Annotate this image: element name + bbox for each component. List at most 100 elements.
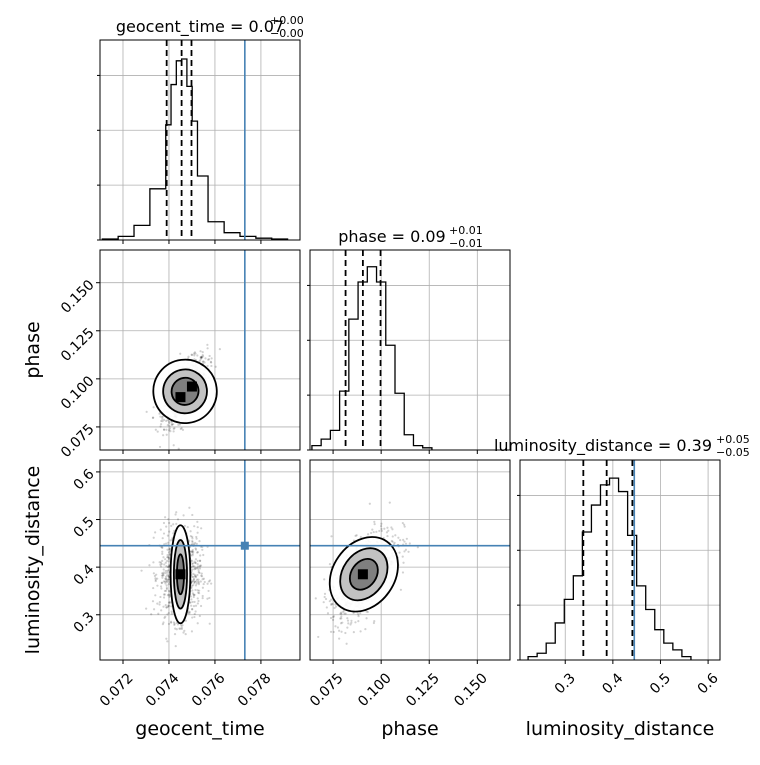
scatter-point [161, 417, 164, 421]
scatter-point [189, 595, 192, 598]
scatter-point [373, 520, 376, 523]
scatter-point [190, 580, 193, 583]
scatter-point [195, 580, 198, 583]
scatter-point [162, 556, 165, 559]
scatter-point [386, 526, 389, 529]
scatter-point [201, 578, 204, 581]
scatter-point [194, 561, 197, 565]
panel-luminosity-distance-vs-phase: 0.075 0.100 0.125 0.150 [307, 459, 511, 710]
panel-frame [99, 249, 301, 451]
xtick-label: 0.072 [97, 670, 137, 710]
scatter-point [162, 580, 165, 583]
scatter-point [190, 586, 193, 589]
scatter-point [167, 518, 170, 521]
scatter-point [192, 542, 195, 546]
scatter-point [403, 540, 406, 543]
scatter-point [165, 589, 168, 592]
scatter-point [380, 524, 383, 528]
scatter-point [200, 574, 203, 577]
scatter-point [166, 565, 169, 568]
scatter-point [364, 628, 367, 631]
scatter-point [323, 578, 326, 581]
scatter-point [164, 558, 167, 561]
scatter-point [200, 575, 204, 578]
scatter-point [161, 576, 164, 579]
ytick-label: 0.125 [58, 325, 98, 365]
scatter-point [167, 557, 171, 561]
scatter-point [198, 564, 202, 567]
scatter-point [159, 595, 162, 599]
scatter-point [191, 541, 194, 544]
scatter-point [166, 559, 169, 563]
scatter-point [330, 598, 333, 601]
scatter-point [164, 516, 167, 519]
density-peak [175, 569, 186, 580]
scatter-point [201, 350, 204, 354]
scatter-point [394, 534, 397, 537]
scatter-point [401, 521, 404, 525]
title-luminosity-distance-upper: +0.05 [716, 433, 750, 446]
scatter-point [329, 616, 333, 620]
scatter-point [191, 565, 194, 568]
scatter-point [357, 620, 360, 623]
scatter-point [168, 421, 171, 424]
scatter-point [166, 580, 169, 583]
scatter-point [197, 592, 201, 595]
scatter-point [354, 534, 357, 537]
scatter-point [403, 525, 406, 528]
scatter-point [155, 573, 158, 576]
scatter-point [324, 597, 328, 601]
scatter-point [359, 630, 362, 633]
scatter-point [167, 575, 170, 578]
scatter-point [191, 616, 194, 619]
scatter-point [161, 552, 164, 555]
scatter-point [199, 356, 202, 359]
scatter-point [380, 527, 383, 531]
scatter-point [373, 619, 376, 623]
scatter-point [378, 529, 381, 533]
scatter-point [162, 605, 165, 608]
scatter-point [210, 361, 213, 364]
scatter-point [161, 572, 164, 575]
scatter-point [399, 588, 403, 591]
scatter-point [347, 622, 350, 625]
scatter-point [202, 582, 205, 586]
scatter-point [194, 584, 198, 587]
scatter-point [167, 566, 170, 569]
scatter-point [191, 568, 194, 571]
scatter-point [350, 619, 353, 622]
scatter-point [167, 420, 170, 423]
scatter-point [202, 355, 205, 358]
scatter-point [218, 348, 221, 351]
scatter-point [159, 585, 163, 588]
panel-geocent-time-vs-geocent-time [97, 39, 301, 244]
scatter-point [178, 423, 182, 426]
scatter-point [190, 543, 194, 546]
scatter-point [196, 567, 200, 570]
scatter-point [194, 352, 197, 355]
scatter-point [210, 357, 213, 360]
scatter-point [165, 542, 168, 545]
scatter-point [162, 428, 166, 431]
scatter-point [330, 535, 333, 538]
scatter-point [199, 350, 202, 353]
scatter-point [390, 526, 393, 529]
scatter-point [192, 605, 196, 608]
scatter-point [201, 594, 204, 598]
scatter-point [196, 526, 199, 529]
scatter-point [175, 522, 178, 525]
scatter-point [332, 630, 335, 634]
title-luminosity-distance: luminosity_distance = 0.39 [494, 436, 712, 456]
scatter-point [145, 410, 148, 413]
scatter-point [167, 575, 170, 578]
scatter-point [164, 615, 167, 618]
scatter-point [162, 568, 165, 571]
scatter-point [168, 548, 171, 551]
ytick-label: 0.100 [58, 373, 98, 413]
scatter-point [368, 502, 371, 505]
scatter-point [197, 571, 200, 574]
scatter-point [200, 356, 203, 360]
scatter-point [166, 418, 169, 422]
scatter-point [162, 574, 165, 577]
